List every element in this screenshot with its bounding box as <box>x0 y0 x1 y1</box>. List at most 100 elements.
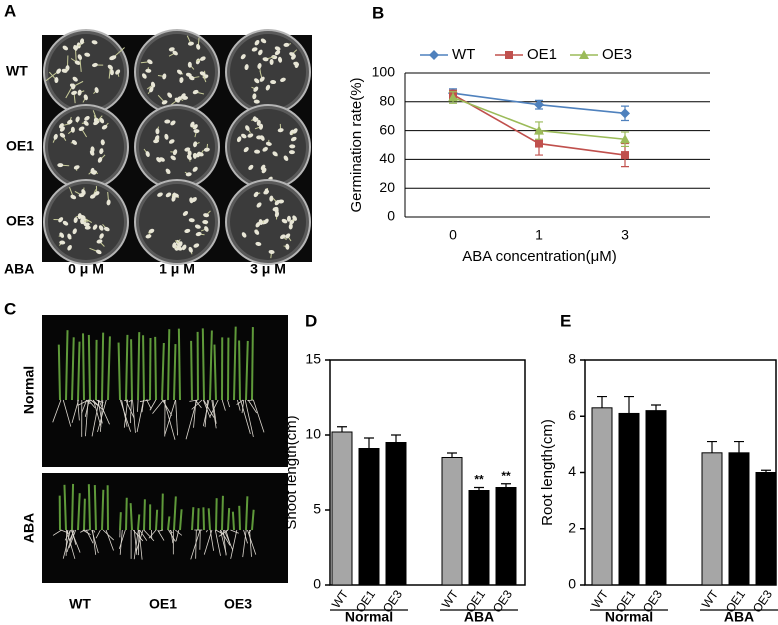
shoot <box>125 497 128 531</box>
root <box>175 529 183 536</box>
seed <box>77 54 83 60</box>
seed <box>274 211 280 218</box>
seed <box>70 126 75 133</box>
seed <box>167 92 173 98</box>
seed <box>292 215 297 221</box>
shoot <box>197 508 200 531</box>
root <box>162 399 173 416</box>
root <box>60 529 67 533</box>
root <box>71 529 77 545</box>
row-label: OE3 <box>6 213 34 229</box>
seed <box>67 119 73 125</box>
seed <box>241 133 247 139</box>
root <box>97 399 103 424</box>
seed <box>186 154 192 161</box>
shoot <box>93 485 97 531</box>
seed <box>172 50 178 56</box>
root <box>62 399 72 427</box>
seed <box>149 86 154 93</box>
y-tick-label: 100 <box>372 64 396 80</box>
seed <box>280 234 286 240</box>
shoot <box>77 493 81 531</box>
bar <box>331 431 353 586</box>
seed <box>109 69 114 76</box>
shoot <box>207 508 211 531</box>
shoot <box>57 344 61 401</box>
seed <box>172 242 177 249</box>
error-bar <box>597 395 607 408</box>
seed <box>75 116 80 123</box>
panel-letter: D <box>305 311 317 330</box>
root <box>236 399 244 405</box>
seed <box>245 125 250 131</box>
seed <box>84 116 90 121</box>
column-label: OE1 <box>149 596 177 612</box>
bar <box>618 412 640 586</box>
seed <box>285 243 290 250</box>
seed <box>187 150 192 157</box>
seed <box>100 139 105 146</box>
seed <box>192 166 198 172</box>
seed <box>155 128 160 135</box>
seed <box>188 246 193 253</box>
root <box>85 399 91 405</box>
seedlings <box>52 326 265 560</box>
shoot <box>142 335 145 401</box>
seed <box>202 220 209 225</box>
root <box>92 529 97 555</box>
root <box>93 529 96 533</box>
column-label: WT <box>69 596 91 612</box>
seed <box>57 163 64 168</box>
shoot <box>202 507 205 531</box>
seed <box>164 133 169 140</box>
seed <box>170 120 176 126</box>
seed <box>193 141 198 148</box>
root <box>64 529 71 541</box>
y-tick-label: 60 <box>379 121 395 137</box>
error-bar <box>501 483 511 488</box>
root <box>125 399 135 419</box>
root <box>209 529 215 551</box>
shoot <box>215 498 218 531</box>
seed <box>288 223 293 230</box>
seed <box>99 117 105 124</box>
shoot <box>119 512 122 531</box>
seed <box>58 217 64 223</box>
panel-letter: C <box>4 299 16 318</box>
seed <box>203 147 210 152</box>
shoot <box>245 340 249 401</box>
seed <box>254 149 261 154</box>
seed <box>253 86 259 92</box>
y-tick-label: 0 <box>568 576 576 592</box>
shoot <box>143 499 146 531</box>
seed <box>79 38 85 45</box>
root <box>214 529 221 556</box>
marker <box>535 139 543 148</box>
seed <box>289 52 295 57</box>
seed <box>62 45 69 51</box>
seed <box>269 195 274 202</box>
error-bar <box>624 395 634 414</box>
petri-dish-inner <box>230 34 306 110</box>
shoot <box>231 511 235 531</box>
seed <box>258 49 263 56</box>
shoot <box>117 342 121 401</box>
root <box>249 529 252 557</box>
shoot <box>177 328 181 401</box>
shoot <box>161 342 165 401</box>
seed <box>260 38 267 44</box>
root <box>230 529 239 534</box>
seed <box>72 76 78 82</box>
petri-dish-inner <box>48 34 124 110</box>
seed <box>148 228 155 234</box>
y-tick-label: 80 <box>379 93 395 109</box>
seed <box>89 150 95 156</box>
significance: ** <box>474 473 484 487</box>
shoot <box>201 328 205 401</box>
root <box>157 529 164 532</box>
root <box>202 399 210 427</box>
seed <box>77 213 82 220</box>
seed <box>73 45 79 50</box>
seed <box>115 69 121 75</box>
seed <box>195 231 202 237</box>
